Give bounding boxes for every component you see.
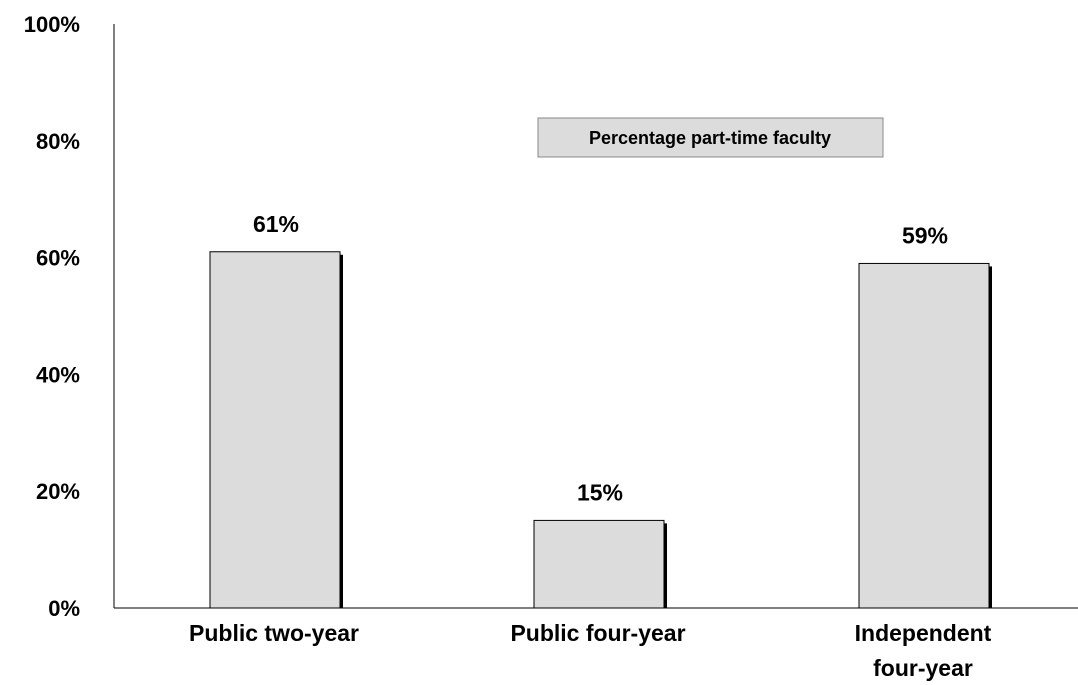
- data-label: 59%: [902, 222, 948, 248]
- data-label: 61%: [253, 211, 299, 237]
- bar: [533, 519, 665, 609]
- y-tick-label: 80%: [36, 129, 80, 154]
- y-tick-label: 40%: [36, 362, 80, 387]
- bars: [209, 251, 992, 609]
- bar: [858, 262, 990, 609]
- y-tick-label: 60%: [36, 246, 80, 271]
- data-labels: 61% 15% 59%: [253, 211, 948, 506]
- legend-label: Percentage part-time faculty: [589, 128, 831, 148]
- category-label: Independent: [855, 620, 992, 646]
- legend-box: [537, 117, 884, 158]
- category-label: Public two-year: [189, 620, 359, 646]
- x-axis-labels: Public two-year Public four-year Independe…: [189, 620, 992, 681]
- category-label: four-year: [873, 655, 973, 681]
- y-axis-ticks: 0% 20% 40% 60% 80% 100%: [24, 12, 80, 621]
- y-tick-label: 0%: [48, 596, 80, 621]
- data-label: 15%: [577, 479, 623, 505]
- legend: Percentage part-time faculty: [537, 117, 884, 158]
- category-label: Public four-year: [510, 620, 685, 646]
- y-tick-label: 100%: [24, 12, 80, 37]
- y-tick-label: 20%: [36, 479, 80, 504]
- bar: [209, 251, 341, 609]
